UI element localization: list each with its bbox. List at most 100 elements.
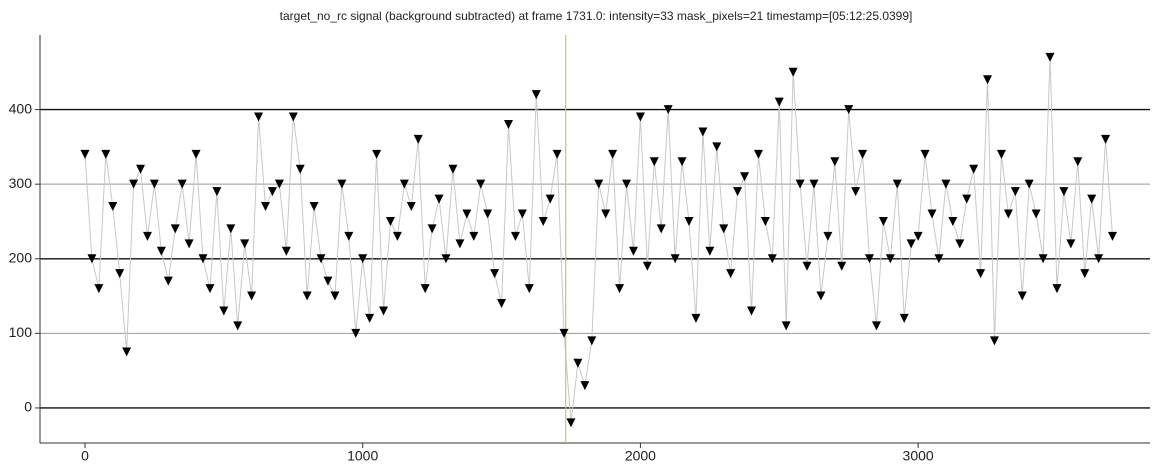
point bbox=[892, 179, 902, 189]
point bbox=[191, 149, 201, 159]
point bbox=[691, 313, 701, 323]
point bbox=[531, 90, 541, 100]
point bbox=[260, 202, 270, 212]
point bbox=[795, 179, 805, 189]
point bbox=[1045, 52, 1055, 62]
point bbox=[642, 261, 652, 271]
point bbox=[726, 269, 736, 279]
point bbox=[615, 284, 625, 294]
point bbox=[601, 209, 611, 219]
point bbox=[774, 97, 784, 107]
point bbox=[698, 127, 708, 137]
point bbox=[108, 202, 118, 212]
point bbox=[517, 209, 527, 219]
point bbox=[788, 67, 798, 77]
x-tick-label: 0 bbox=[81, 448, 89, 464]
x-tick-label: 1000 bbox=[347, 448, 378, 464]
point bbox=[545, 194, 555, 204]
point bbox=[927, 209, 937, 219]
point bbox=[1031, 209, 1041, 219]
point bbox=[649, 157, 659, 167]
point bbox=[760, 216, 770, 226]
point bbox=[226, 224, 236, 234]
point bbox=[740, 172, 750, 182]
point bbox=[823, 231, 833, 241]
point bbox=[455, 239, 465, 249]
point bbox=[955, 239, 965, 249]
point bbox=[781, 321, 791, 331]
point bbox=[149, 179, 159, 189]
y-tick-label: 200 bbox=[9, 249, 33, 265]
point bbox=[309, 202, 319, 212]
point bbox=[233, 321, 243, 331]
point bbox=[323, 276, 333, 286]
point bbox=[858, 149, 868, 159]
point bbox=[656, 224, 666, 234]
point bbox=[295, 164, 305, 174]
point bbox=[677, 157, 687, 167]
point bbox=[622, 179, 632, 189]
point bbox=[885, 254, 895, 264]
point bbox=[448, 164, 458, 174]
point bbox=[753, 149, 763, 159]
point bbox=[399, 179, 409, 189]
x-tick-label: 2000 bbox=[625, 448, 656, 464]
chart-title: target_no_rc signal (background subtract… bbox=[280, 9, 913, 23]
point bbox=[316, 254, 326, 264]
point bbox=[80, 149, 90, 159]
point bbox=[94, 284, 104, 294]
point bbox=[746, 306, 756, 316]
point bbox=[462, 209, 472, 219]
point bbox=[635, 112, 645, 122]
point bbox=[385, 216, 395, 226]
x-tick-label: 3000 bbox=[903, 448, 934, 464]
point bbox=[434, 194, 444, 204]
point bbox=[1108, 231, 1118, 241]
point bbox=[87, 254, 97, 264]
point bbox=[351, 328, 361, 338]
point bbox=[802, 261, 812, 271]
point bbox=[406, 202, 416, 212]
point bbox=[115, 269, 125, 279]
point bbox=[1080, 269, 1090, 279]
point bbox=[274, 179, 284, 189]
point bbox=[441, 254, 451, 264]
point bbox=[205, 284, 215, 294]
point bbox=[1003, 209, 1013, 219]
point bbox=[483, 209, 493, 219]
point bbox=[767, 254, 777, 264]
point bbox=[559, 328, 569, 338]
point bbox=[358, 254, 368, 264]
point bbox=[1101, 134, 1111, 144]
y-tick-label: 400 bbox=[9, 100, 33, 116]
point bbox=[198, 254, 208, 264]
point bbox=[705, 246, 715, 256]
point bbox=[837, 261, 847, 271]
point bbox=[552, 149, 562, 159]
point bbox=[497, 299, 507, 309]
point bbox=[510, 231, 520, 241]
point bbox=[670, 254, 680, 264]
point bbox=[566, 418, 576, 428]
point bbox=[871, 321, 881, 331]
point bbox=[844, 105, 854, 115]
point bbox=[663, 105, 673, 115]
point bbox=[941, 179, 951, 189]
point bbox=[913, 231, 923, 241]
point bbox=[163, 276, 173, 286]
point bbox=[212, 187, 222, 197]
point bbox=[969, 164, 979, 174]
point bbox=[136, 164, 146, 174]
point bbox=[503, 120, 513, 130]
point bbox=[628, 246, 638, 256]
point bbox=[989, 336, 999, 346]
point bbox=[122, 347, 132, 357]
point bbox=[1059, 187, 1069, 197]
point bbox=[573, 358, 583, 368]
point bbox=[365, 313, 375, 323]
point bbox=[247, 291, 257, 301]
point bbox=[684, 216, 694, 226]
point bbox=[1010, 187, 1020, 197]
